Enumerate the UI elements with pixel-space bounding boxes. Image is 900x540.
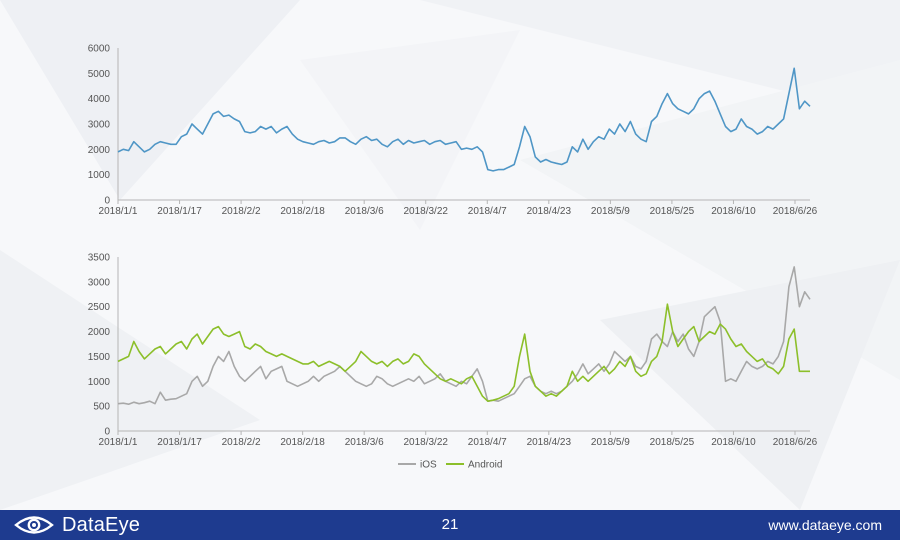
x-tick-label: 2018/3/22 [403, 206, 448, 217]
x-tick-label: 2018/3/22 [403, 437, 448, 448]
y-tick-label: 2500 [88, 302, 111, 313]
x-tick-label: 2018/6/10 [711, 206, 756, 217]
y-tick-label: 1000 [88, 170, 111, 181]
y-tick-label: 0 [104, 427, 110, 438]
y-tick-label: 4000 [88, 94, 111, 105]
x-tick-label: 2018/6/26 [773, 206, 818, 217]
page-number: 21 [441, 516, 459, 533]
x-tick-label: 2018/2/2 [222, 206, 261, 217]
website-link[interactable]: www.dataeye.com [768, 517, 882, 533]
x-tick-label: 2018/4/7 [468, 206, 507, 217]
y-tick-label: 3000 [88, 120, 111, 131]
series-line-ios [117, 266, 811, 406]
x-tick-label: 2018/6/10 [711, 437, 756, 448]
total-chart: 0 1000 2000 3000 4000 5000 6000 2018/1/1 2018/1/… [88, 44, 818, 218]
x-tick-label: 2018/2/18 [280, 206, 325, 217]
x-tick-label: 2018/5/25 [650, 206, 695, 217]
x-tick-label: 2018/2/2 [222, 437, 261, 448]
x-tick-label: 2018/1/1 [99, 437, 138, 448]
x-tick-label: 2018/5/25 [650, 437, 695, 448]
legend-label-ios: iOS [420, 460, 437, 471]
x-tick-label: 2018/4/7 [468, 437, 507, 448]
y-tick-label: 2000 [88, 327, 111, 338]
y-tick-label: 5000 [88, 69, 111, 80]
y-tick-label: 3500 [88, 253, 111, 264]
x-tick-label: 2018/1/1 [99, 206, 138, 217]
y-tick-label: 1500 [88, 352, 111, 363]
y-tick-label: 500 [93, 402, 110, 413]
x-tick-label: 2018/4/23 [527, 437, 572, 448]
footer-bar: DataEye 21 www.dataeye.com [0, 510, 900, 540]
x-tick-label: 2018/1/17 [157, 437, 202, 448]
x-tick-label: 2018/3/6 [345, 206, 384, 217]
x-tick-label: 2018/4/23 [527, 206, 572, 217]
x-tick-label: 2018/6/26 [773, 437, 818, 448]
y-tick-label: 2000 [88, 145, 111, 156]
dataeye-logo: DataEye [14, 514, 140, 536]
x-tick-label: 2018/3/6 [345, 437, 384, 448]
x-tick-label: 2018/1/17 [157, 206, 202, 217]
legend-label-android: Android [468, 460, 502, 471]
y-tick-label: 6000 [88, 44, 111, 55]
y-tick-label: 3000 [88, 277, 111, 288]
ios-android-chart: 0 500 1000 1500 2000 2500 3000 3500 2018/1/1 2018… [88, 253, 818, 471]
brand-name: DataEye [62, 513, 141, 536]
x-tick-label: 2018/5/9 [591, 437, 630, 448]
y-tick-label: 0 [104, 196, 110, 207]
x-tick-label: 2018/2/18 [280, 437, 325, 448]
eye-logo-icon [14, 516, 54, 534]
y-tick-label: 1000 [88, 377, 111, 388]
series-line-android [117, 303, 810, 403]
x-tick-label: 2018/5/9 [591, 206, 630, 217]
series-line-total [117, 67, 811, 172]
